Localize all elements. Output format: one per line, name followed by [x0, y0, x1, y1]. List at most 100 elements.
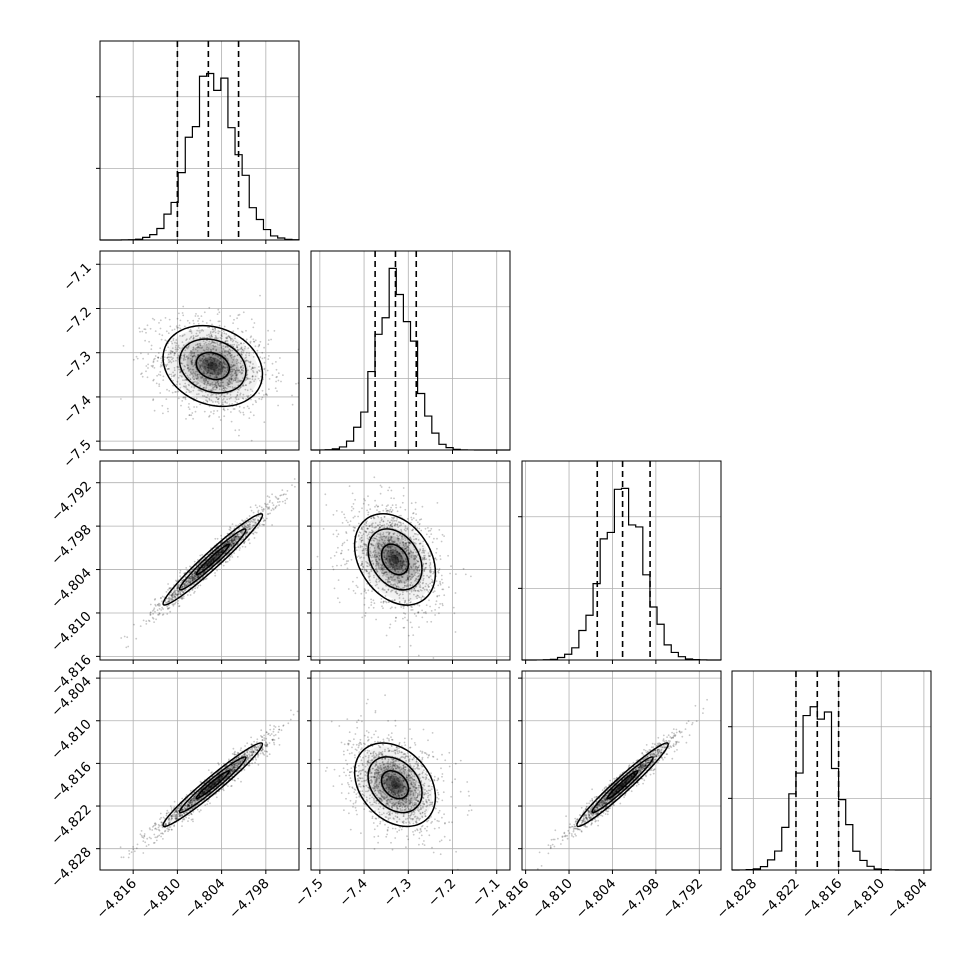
- sample-point: [268, 496, 271, 498]
- sample-point: [240, 350, 243, 353]
- sample-point: [208, 561, 211, 564]
- sample-point: [190, 390, 192, 393]
- sample-point: [389, 524, 392, 527]
- sample-point: [174, 391, 177, 393]
- sample-point: [187, 376, 190, 379]
- sample-point: [224, 366, 226, 369]
- sample-point: [251, 390, 254, 393]
- sample-point: [149, 327, 152, 330]
- sample-point: [407, 549, 409, 551]
- sample-point: [230, 368, 233, 371]
- sample-point: [197, 327, 200, 329]
- sample-point: [406, 518, 409, 520]
- sample-point: [418, 583, 420, 585]
- sample-point: [223, 325, 226, 328]
- sample-point: [363, 597, 366, 599]
- sample-point: [257, 526, 259, 529]
- sample-point: [185, 584, 188, 587]
- sample-point: [386, 546, 389, 548]
- sample-point: [387, 519, 389, 522]
- sample-point: [385, 531, 388, 534]
- sample-point: [231, 365, 234, 367]
- sample-point: [368, 525, 371, 527]
- sample-point: [377, 551, 380, 554]
- sample-point: [417, 611, 420, 614]
- sample-point: [243, 526, 245, 529]
- sample-point: [362, 552, 365, 555]
- sample-point: [278, 500, 281, 503]
- sample-point: [352, 516, 355, 519]
- sample-point: [383, 552, 386, 555]
- sample-point: [205, 378, 208, 380]
- sample-point: [189, 378, 192, 381]
- sample-point: [224, 367, 227, 369]
- sample-point: [174, 348, 177, 351]
- contour-line: [367, 528, 423, 591]
- sample-point: [166, 368, 169, 371]
- sample-point: [226, 540, 229, 543]
- sample-point: [202, 336, 204, 339]
- sample-point: [347, 588, 350, 590]
- sample-point: [202, 387, 205, 390]
- sample-point: [431, 581, 434, 584]
- sample-point: [394, 569, 397, 571]
- sample-point: [365, 569, 368, 571]
- sample-point: [380, 538, 383, 541]
- sample-point: [422, 579, 425, 582]
- sample-point: [139, 625, 142, 627]
- sample-point: [182, 359, 185, 362]
- sample-point: [192, 578, 195, 581]
- sample-point: [390, 519, 393, 522]
- sample-point: [195, 377, 198, 380]
- sample-point: [424, 527, 427, 530]
- sample-point: [181, 312, 184, 314]
- sample-point: [228, 541, 231, 544]
- sample-point: [293, 478, 296, 480]
- sample-point: [238, 434, 240, 437]
- sample-point: [157, 603, 160, 606]
- sample-point: [185, 805, 188, 807]
- sample-point: [269, 499, 271, 502]
- sample-point: [387, 550, 390, 552]
- sample-point: [390, 537, 392, 540]
- sample-point: [390, 590, 392, 593]
- sample-point: [215, 376, 218, 379]
- sample-point: [216, 372, 219, 375]
- sample-point: [192, 355, 195, 357]
- sample-point: [251, 376, 254, 378]
- sample-point: [261, 389, 264, 392]
- sample-point: [222, 387, 225, 389]
- sample-point: [237, 369, 239, 372]
- sample-point: [258, 505, 261, 507]
- sample-point: [388, 555, 391, 558]
- sample-point: [236, 377, 239, 380]
- sample-point: [215, 376, 218, 379]
- sample-point: [366, 562, 369, 565]
- sample-point: [189, 351, 192, 354]
- sample-point: [384, 561, 387, 563]
- sample-point: [422, 558, 425, 560]
- sample-point: [230, 356, 233, 359]
- sample-point: [408, 552, 411, 555]
- sample-point: [413, 548, 416, 551]
- sample-point: [410, 605, 412, 608]
- sample-point: [178, 590, 180, 593]
- sample-point: [190, 363, 193, 365]
- sample-point: [219, 368, 222, 371]
- sample-point: [252, 371, 255, 374]
- sample-point: [220, 379, 223, 382]
- sample-point: [396, 524, 399, 527]
- sample-point: [199, 578, 202, 581]
- sample-point: [398, 645, 401, 648]
- sample-point: [409, 578, 412, 581]
- sample-point: [235, 524, 237, 527]
- sample-point: [368, 579, 371, 582]
- sample-point: [417, 539, 420, 541]
- sample-point: [257, 745, 259, 747]
- sample-point: [241, 397, 244, 400]
- sample-point: [343, 513, 345, 516]
- sample-point: [154, 357, 156, 360]
- sample-point: [395, 586, 398, 588]
- sample-point: [217, 373, 220, 376]
- sample-point: [416, 575, 419, 578]
